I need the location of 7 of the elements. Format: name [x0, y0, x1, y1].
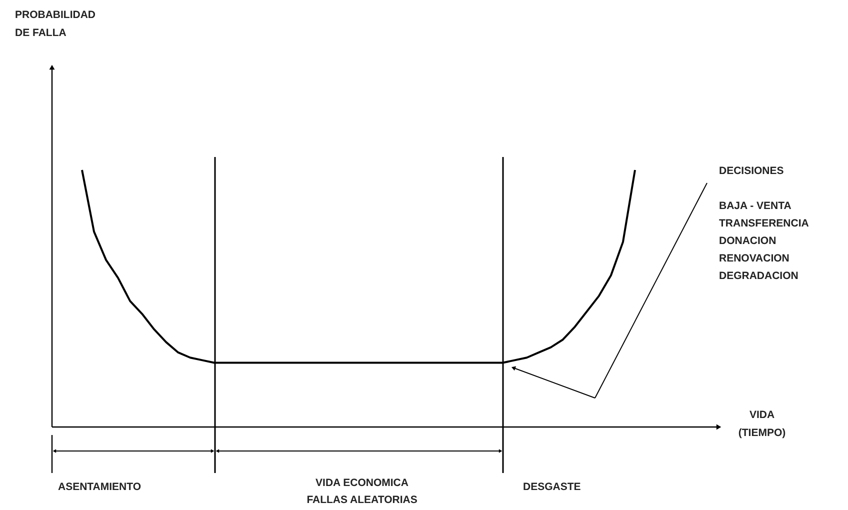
text: BAJA - VENTA TRANSFERENCIA DONACION RENOVACION DEGRADACION: [719, 200, 810, 282]
text: ASENTAMIENTO: [58, 481, 142, 493]
text: VIDA ECONOMICA FALLAS ALEATORIAS: [306, 477, 418, 506]
text: PROBABILIDAD DE FALLA: [15, 9, 96, 39]
text: DECISIONES: [719, 165, 784, 177]
text: VIDA (TIEMPO): [738, 409, 786, 439]
text: DESGASTE: [523, 481, 581, 493]
